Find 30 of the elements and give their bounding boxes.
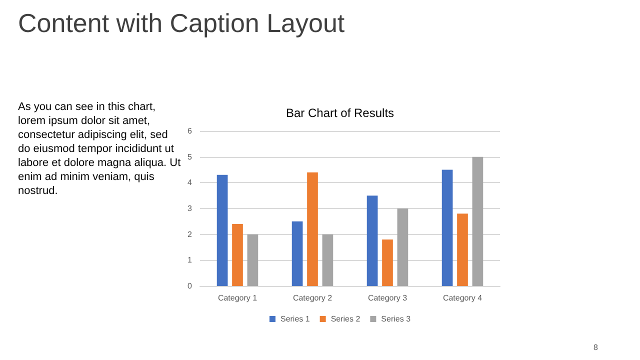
legend-label: Series 1 (280, 314, 310, 324)
legend-label: Series 2 (330, 314, 361, 324)
y-tick-label: 2 (188, 230, 193, 239)
x-tick-label: Category 3 (368, 294, 408, 302)
legend-label: Series 3 (381, 314, 412, 324)
bar (232, 224, 243, 286)
text: 8 (594, 343, 598, 352)
bar (307, 172, 318, 286)
y-tick-label: 1 (188, 256, 193, 265)
y-tick-label: 5 (188, 152, 193, 162)
text: Content with Caption Layout (18, 8, 345, 39)
bar (397, 208, 408, 286)
chart-title: Bar Chart of Results (286, 106, 394, 120)
x-tick-label: Category 4 (442, 294, 483, 302)
bar (442, 170, 453, 286)
bar (457, 214, 468, 286)
bar (247, 234, 258, 286)
x-tick-label: Category 1 (218, 294, 258, 302)
bar (322, 234, 334, 286)
x-tick-label: Category 2 (292, 294, 333, 302)
bar (366, 196, 378, 286)
y-tick-label: 3 (188, 204, 193, 213)
y-tick-label: 0 (188, 282, 193, 290)
bar (292, 221, 303, 286)
y-tick-label: 6 (188, 126, 193, 136)
bar (216, 174, 228, 286)
y-tick-label: 4 (188, 178, 193, 188)
bar (382, 240, 393, 286)
text: As you can see in this chart, lorem ipsum dolor sit amet, consectetur adipiscing elit, sed do eiusmod tempor incididunt ut labore et dolore magna aliqua. Ut enim ad minim veniam, quis nostrud. (18, 100, 182, 198)
bar (472, 156, 484, 286)
